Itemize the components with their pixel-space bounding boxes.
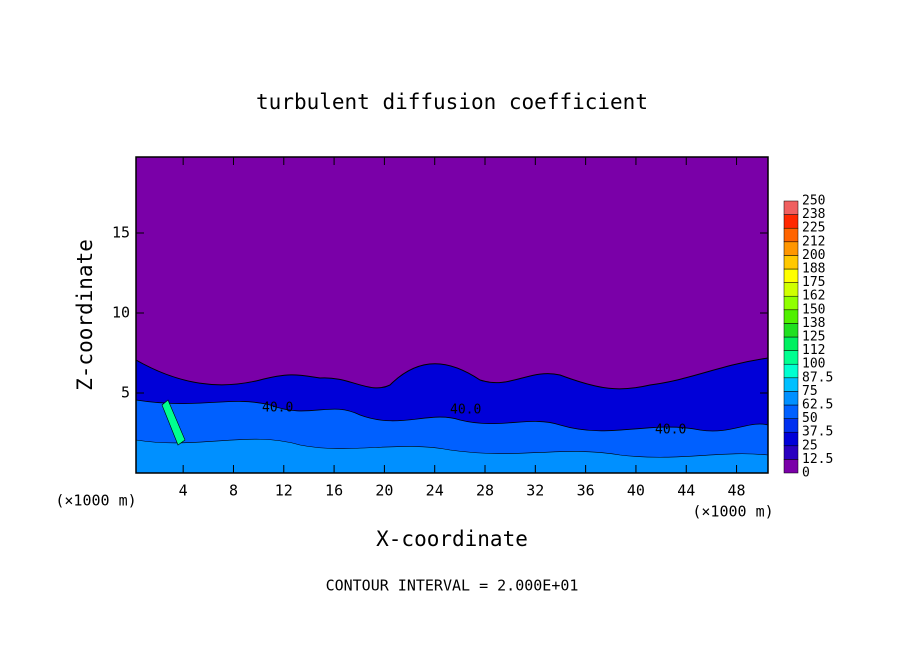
colorbar-segment	[783, 363, 799, 379]
x-tick-label: 24	[426, 482, 444, 500]
colorbar-segment	[783, 200, 799, 215]
colorbar-label: 25	[802, 438, 818, 453]
colorbar-label: 100	[802, 357, 825, 372]
colorbar-label: 150	[802, 302, 825, 317]
colorbar-label: 62.5	[802, 398, 833, 413]
contour-label: 40.0	[655, 423, 686, 438]
colorbar-label: 212	[802, 234, 825, 249]
colorbar-segment	[783, 404, 799, 419]
colorbar-segment	[783, 377, 799, 392]
x-tick-label: 20	[375, 482, 393, 500]
colorbar-segment	[783, 431, 799, 447]
y-tick-label: 15	[112, 224, 130, 242]
colorbar-label: 162	[802, 289, 825, 304]
colorbar-segment	[783, 255, 799, 270]
x-unit: (×1000 m)	[692, 503, 773, 521]
field-core	[161, 399, 186, 446]
colorbar-label: 250	[802, 194, 825, 209]
colorbar-segment	[783, 336, 799, 351]
field: 40.0 40.0 40.0	[135, 157, 769, 474]
colorbar-label: 50	[802, 411, 818, 426]
x-tick-label: 48	[728, 482, 746, 500]
colorbar-segment	[783, 241, 799, 256]
colorbar-label: 125	[802, 330, 825, 345]
x-tick-label: 8	[229, 482, 238, 500]
contour-label: 40.0	[262, 401, 293, 416]
colorbar-label: 225	[802, 221, 825, 236]
footer: CONTOUR INTERVAL = 2.000E+01	[326, 577, 579, 595]
x-tick-label: 36	[577, 482, 595, 500]
x-tick-label: 16	[325, 482, 343, 500]
colorbar-segment	[783, 391, 799, 406]
x-tick-label: 44	[677, 482, 695, 500]
colorbar-segment	[783, 214, 799, 229]
contour-label: 40.0	[450, 403, 481, 418]
colorbar-segment	[783, 418, 799, 433]
field-band	[135, 438, 769, 474]
colorbar-label: 200	[802, 248, 825, 263]
colorbar-label: 75	[802, 384, 818, 399]
colorbar-segment	[783, 459, 799, 474]
colorbar-label: 188	[802, 262, 825, 277]
colorbar-label: 112	[802, 343, 825, 358]
colorbar-label: 37.5	[802, 425, 833, 440]
colorbar-label: 12.5	[802, 452, 833, 467]
x-tick-label: 28	[476, 482, 494, 500]
colorbar-label: 175	[802, 275, 825, 290]
colorbar-segment	[783, 227, 799, 243]
colorbar-label: 238	[802, 207, 825, 222]
colorbar-segment	[783, 282, 799, 297]
y-axis-label: Z-coordinate	[73, 239, 97, 391]
y-tick-label: 5	[121, 384, 130, 402]
colorbar-segment	[783, 268, 799, 283]
x-tick-label: 4	[179, 482, 188, 500]
colorbar-segment	[783, 323, 799, 338]
colorbar-segment	[783, 445, 799, 460]
colorbar-label: 0	[802, 466, 810, 481]
x-tick-label: 12	[275, 482, 293, 500]
colorbar-label: 138	[802, 316, 825, 331]
chart-title: turbulent diffusion coefficient	[256, 90, 648, 114]
plot-frame	[135, 156, 769, 474]
colorbar-segment	[783, 295, 799, 311]
colorbar-segment	[783, 350, 799, 365]
x-tick-label: 32	[526, 482, 544, 500]
x-tick-label: 40	[627, 482, 645, 500]
y-unit: (×1000 m)	[55, 492, 136, 510]
y-tick-label: 10	[112, 304, 130, 322]
colorbar-label: 87.5	[802, 370, 833, 385]
colorbar-segment	[783, 309, 799, 324]
x-axis-label: X-coordinate	[376, 527, 528, 551]
